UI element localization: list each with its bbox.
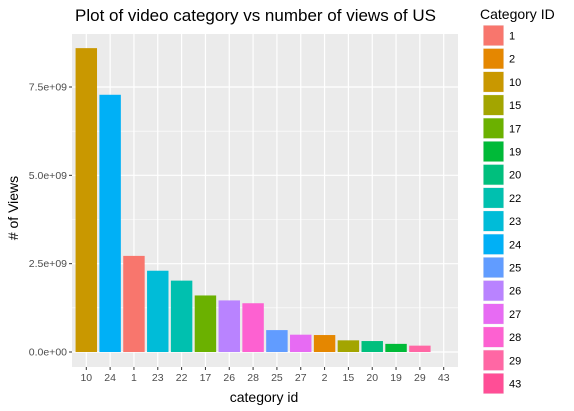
legend-item-25: 25 bbox=[483, 257, 521, 278]
x-tick-label: 23 bbox=[152, 372, 164, 384]
legend-swatch bbox=[483, 95, 504, 116]
x-tick-label: 22 bbox=[176, 372, 188, 384]
x-tick-label: 15 bbox=[343, 372, 355, 384]
bar-category-15 bbox=[337, 340, 360, 352]
legend-label: 17 bbox=[509, 123, 521, 135]
legend-swatch bbox=[483, 187, 504, 208]
x-tick-label: 26 bbox=[223, 372, 235, 384]
legend-item-1: 1 bbox=[483, 25, 515, 46]
legend-item-24: 24 bbox=[483, 233, 521, 255]
legend-item-2: 2 bbox=[483, 48, 515, 70]
bars bbox=[75, 48, 431, 353]
bar-category-17 bbox=[194, 295, 217, 352]
x-tick-label: 10 bbox=[80, 372, 92, 384]
legend-item-43: 43 bbox=[483, 373, 521, 394]
x-tick-label: 27 bbox=[295, 372, 307, 384]
legend-swatch bbox=[483, 280, 504, 301]
bar-category-26 bbox=[218, 300, 240, 352]
legend-item-26: 26 bbox=[483, 280, 521, 302]
legend-label: 43 bbox=[509, 379, 521, 391]
bar-category-23 bbox=[147, 270, 169, 352]
bar-category-24 bbox=[99, 94, 121, 353]
legend-swatch bbox=[483, 373, 504, 394]
legend-item-10: 10 bbox=[483, 71, 521, 93]
bar-category-27 bbox=[290, 334, 312, 352]
legend-swatch bbox=[483, 257, 504, 278]
legend-item-20: 20 bbox=[483, 164, 521, 186]
x-tick-label: 20 bbox=[366, 372, 378, 384]
legend-item-22: 22 bbox=[483, 187, 521, 209]
legend-swatch bbox=[483, 303, 504, 324]
x-axis: 10 24 1 23 22 17 26 28 25 27 2 15 20 19 29 43 bbox=[80, 367, 450, 384]
y-axis-title: # of Views bbox=[5, 176, 21, 240]
x-tick-label: 2 bbox=[322, 372, 328, 384]
legend-swatch bbox=[483, 118, 504, 139]
legend-item-23: 23 bbox=[483, 210, 521, 232]
legend-item-28: 28 bbox=[483, 326, 521, 348]
x-tick-label: 17 bbox=[200, 372, 212, 384]
legend-swatch bbox=[483, 234, 504, 255]
legend-swatch bbox=[483, 327, 504, 348]
x-axis-title: category id bbox=[230, 389, 298, 405]
x-tick-label: 19 bbox=[390, 372, 402, 384]
x-tick-label: 25 bbox=[271, 372, 283, 384]
bar-category-28 bbox=[242, 303, 264, 352]
legend-item-29: 29 bbox=[483, 349, 521, 371]
bar-category-10 bbox=[75, 48, 98, 353]
legend-swatch bbox=[483, 211, 504, 232]
legend-item-15: 15 bbox=[483, 94, 521, 116]
legend-label: 26 bbox=[509, 286, 521, 298]
legend-swatch bbox=[483, 25, 504, 46]
legend-label: 25 bbox=[509, 263, 521, 275]
x-tick-label: 28 bbox=[247, 372, 259, 384]
legend-item-17: 17 bbox=[483, 117, 521, 139]
bar-category-22 bbox=[170, 280, 193, 352]
bar-category-20 bbox=[361, 341, 383, 352]
legend-title: Category ID bbox=[480, 6, 555, 22]
legend-swatch bbox=[483, 48, 504, 69]
bar-category-19 bbox=[385, 343, 407, 352]
legend-swatch bbox=[483, 164, 504, 185]
bar-category-25 bbox=[266, 330, 288, 352]
x-tick-label: 43 bbox=[438, 372, 450, 384]
legend-label: 22 bbox=[509, 193, 521, 205]
legend-swatch bbox=[483, 350, 504, 371]
legend-label: 19 bbox=[509, 147, 521, 159]
y-tick-label: 5.0e+09 bbox=[29, 170, 67, 182]
y-tick-label: 2.5e+09 bbox=[29, 258, 67, 270]
legend-label: 1 bbox=[509, 31, 515, 43]
legend-label: 20 bbox=[509, 170, 521, 182]
legend-swatch bbox=[483, 71, 504, 92]
legend-label: 28 bbox=[509, 332, 521, 344]
legend-label: 27 bbox=[509, 309, 521, 321]
x-tick-label: 1 bbox=[131, 372, 137, 384]
bar-category-2 bbox=[313, 335, 336, 352]
legend-swatch bbox=[483, 141, 504, 162]
legend-item-19: 19 bbox=[483, 141, 521, 162]
x-tick-label: 24 bbox=[104, 372, 116, 384]
legend-label: 29 bbox=[509, 355, 521, 367]
y-tick-label: 0.0e+00 bbox=[29, 347, 67, 359]
legend-label: 2 bbox=[509, 54, 515, 66]
y-axis: 0.0e+00 2.5e+09 5.0e+09 7.5e+09 bbox=[29, 82, 72, 359]
chart-title: Plot of video category vs number of view… bbox=[75, 6, 436, 25]
y-tick-label: 7.5e+09 bbox=[29, 82, 67, 94]
legend-label: 10 bbox=[509, 77, 521, 89]
legend-item-27: 27 bbox=[483, 303, 521, 325]
legend: 1 2 10 15 17 19 20 22 23 24 25 26 27 28 29 43 bbox=[483, 25, 521, 394]
legend-label: 23 bbox=[509, 216, 521, 228]
bar-category-1 bbox=[123, 255, 145, 352]
legend-label: 15 bbox=[509, 100, 521, 112]
x-tick-label: 29 bbox=[414, 372, 426, 384]
legend-label: 24 bbox=[509, 239, 521, 251]
bar-category-29 bbox=[409, 345, 431, 352]
